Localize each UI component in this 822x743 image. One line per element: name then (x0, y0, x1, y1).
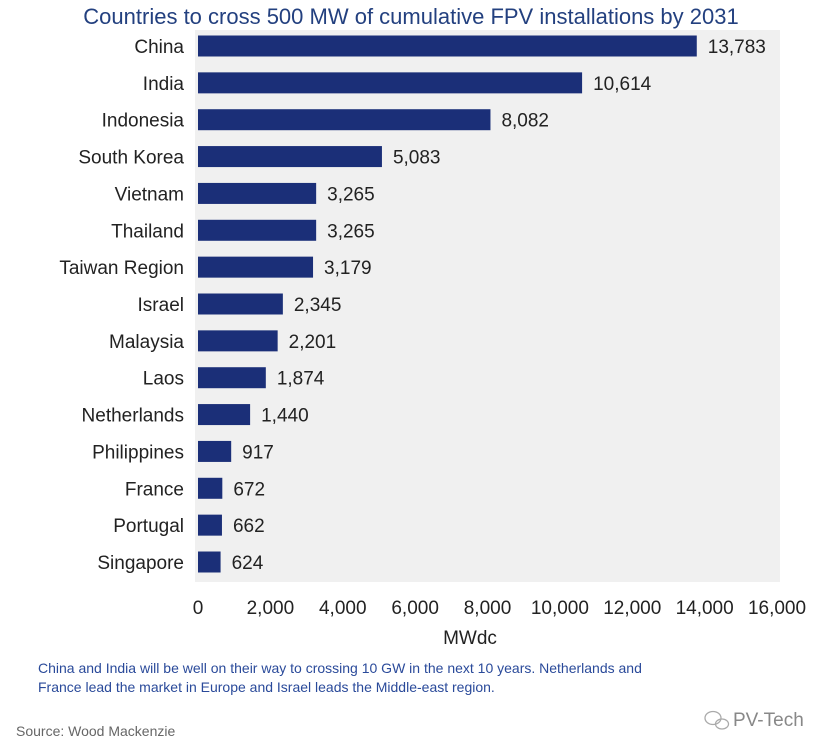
bar (198, 551, 221, 573)
value-label: 2,201 (289, 332, 337, 353)
value-label: 1,440 (261, 406, 309, 427)
x-tick-label: 8,000 (464, 598, 512, 619)
category-label: South Korea (78, 148, 184, 169)
bar (198, 330, 278, 352)
source-note: Source: Wood Mackenzie (16, 723, 175, 739)
value-label: 624 (232, 553, 264, 574)
bar (198, 367, 266, 389)
category-label: India (143, 74, 185, 95)
x-tick-label: 4,000 (319, 598, 367, 619)
category-label: Philippines (92, 442, 184, 463)
value-label: 662 (233, 516, 265, 537)
category-label: Portugal (113, 516, 184, 537)
x-axis-label: MWdc (443, 628, 497, 649)
value-label: 1,874 (277, 369, 325, 390)
bar (198, 477, 223, 499)
value-label: 3,265 (327, 221, 375, 242)
watermark-text: PV-Tech (733, 710, 804, 731)
caption-line-2: France lead the market in Europe and Isr… (38, 679, 495, 695)
bar (198, 440, 232, 462)
category-label: Israel (138, 295, 184, 316)
category-label: Taiwan Region (59, 258, 184, 279)
value-label: 917 (242, 442, 274, 463)
bar (198, 109, 491, 131)
x-tick-label: 0 (193, 598, 204, 619)
bar (198, 72, 583, 94)
chart-title: Countries to cross 500 MW of cumulative … (83, 4, 738, 29)
bar (198, 514, 222, 536)
x-tick-label: 14,000 (676, 598, 734, 619)
category-label: Singapore (97, 553, 184, 574)
value-label: 13,783 (708, 37, 766, 58)
watermark: PV-Tech (704, 710, 804, 731)
category-label: France (125, 479, 184, 500)
wechat-icon (704, 710, 730, 730)
value-label: 5,083 (393, 148, 441, 169)
value-label: 3,179 (324, 258, 372, 279)
bar (198, 256, 314, 278)
value-label: 3,265 (327, 184, 375, 205)
bar (198, 182, 317, 204)
bar (198, 219, 317, 241)
category-label: Netherlands (82, 406, 184, 427)
x-tick-label: 10,000 (531, 598, 589, 619)
bar (198, 404, 251, 426)
x-tick-label: 12,000 (603, 598, 661, 619)
bar (198, 146, 382, 168)
bar (198, 293, 283, 315)
caption-line-1: China and India will be well on their wa… (38, 660, 642, 676)
x-tick-label: 2,000 (247, 598, 295, 619)
category-label: China (134, 37, 184, 58)
bar (198, 35, 697, 57)
category-label: Thailand (111, 221, 184, 242)
value-label: 8,082 (501, 111, 549, 132)
value-label: 672 (233, 479, 265, 500)
category-label: Vietnam (115, 184, 184, 205)
value-label: 2,345 (294, 295, 342, 316)
x-tick-label: 6,000 (391, 598, 439, 619)
category-label: Indonesia (102, 111, 185, 132)
category-label: Laos (143, 369, 184, 390)
category-label: Malaysia (109, 332, 184, 353)
x-tick-label: 16,000 (748, 598, 806, 619)
value-label: 10,614 (593, 74, 652, 95)
